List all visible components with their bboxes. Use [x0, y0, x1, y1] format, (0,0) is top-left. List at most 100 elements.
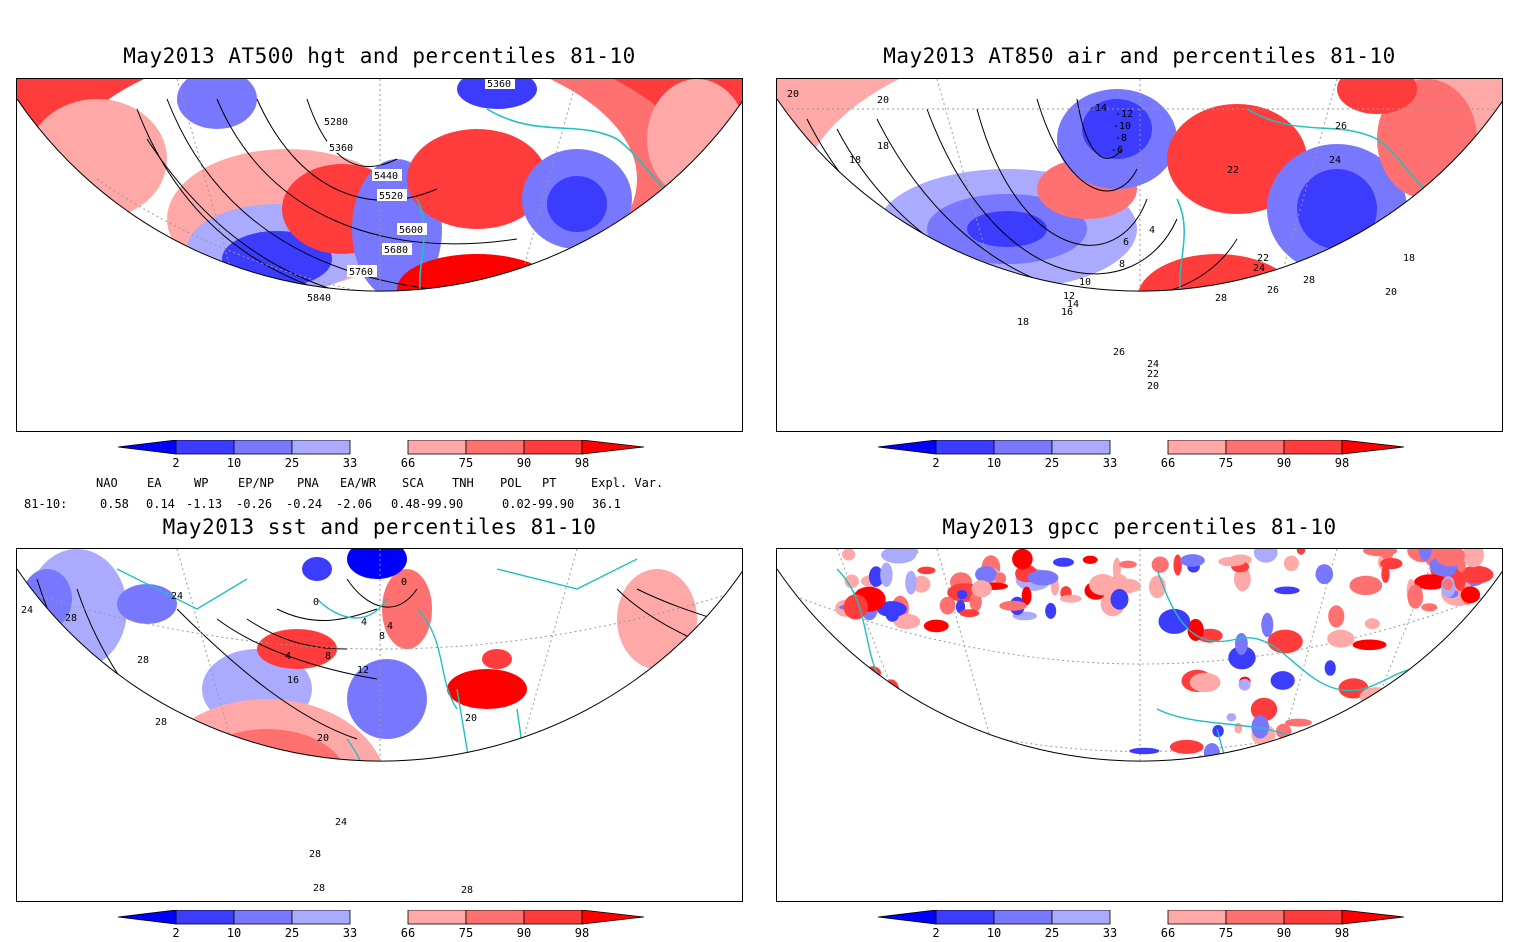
svg-text:22: 22 [1257, 253, 1269, 264]
colorbar-1-segment-2 [175, 439, 235, 455]
svg-text:-8: -8 [1115, 133, 1127, 144]
svg-text:18: 18 [877, 141, 889, 152]
colorbar-1-segment-4 [291, 439, 351, 455]
colorbar-2-label-7: 90 [1277, 456, 1291, 468]
svg-text:0: 0 [313, 597, 319, 608]
colorbar-2-label-8: 98 [1335, 456, 1349, 468]
svg-text:8: 8 [325, 651, 331, 662]
panel-title-p4: May2013 gpcc percentiles 81-10 [942, 515, 1337, 539]
colorbar-4-label-3: 25 [1045, 926, 1059, 938]
svg-text:18: 18 [1017, 317, 1029, 328]
colorbar-4-label-8: 98 [1335, 926, 1349, 938]
svg-text:16: 16 [1061, 307, 1073, 318]
index-value-pol: 0.02-99.90 [502, 497, 575, 511]
svg-text:26: 26 [1113, 347, 1125, 358]
svg-text:-10: -10 [1113, 121, 1131, 132]
colorbar-4-label-4: 33 [1103, 926, 1117, 938]
svg-text:4: 4 [285, 651, 291, 662]
index-name-pol: POL [500, 476, 522, 490]
colorbar-3-label-2: 10 [227, 926, 241, 938]
svg-text:12: 12 [1063, 291, 1075, 302]
svg-text:20: 20 [317, 733, 329, 744]
colorbar-3-segment-8 [581, 909, 645, 925]
svg-text:24: 24 [335, 817, 347, 828]
colorbar-1-label-1: 2 [172, 456, 179, 468]
colorbar-1-label-7: 90 [517, 456, 531, 468]
colorbar-1-label-6: 75 [459, 456, 473, 468]
svg-text:16: 16 [287, 675, 299, 686]
colorbar-4-label-7: 90 [1277, 926, 1291, 938]
svg-text:5440: 5440 [374, 171, 398, 182]
svg-text:10: 10 [1079, 277, 1091, 288]
svg-text:12: 12 [357, 665, 369, 676]
colorbar-2-label-4: 33 [1103, 456, 1117, 468]
colorbar-4-segment-1 [877, 909, 937, 925]
colorbar-3-label-6: 75 [459, 926, 473, 938]
svg-text:28: 28 [155, 717, 167, 728]
colorbar-4: 2 10 25 33 66 75 90 98 [877, 909, 1405, 940]
colorbar-3-segment-7 [523, 909, 583, 925]
colorbar-4-segment-2 [935, 909, 995, 925]
index-value-pna: -0.24 [286, 497, 323, 511]
colorbar-3-segment-4 [291, 909, 351, 925]
colorbar-3-segment-6 [465, 909, 525, 925]
svg-text:5520: 5520 [379, 191, 403, 202]
colorbar-3-segment-3 [233, 909, 293, 925]
panel-title-p1: May2013 AT500 hgt and percentiles 81-10 [123, 44, 636, 68]
svg-text:18: 18 [1403, 253, 1415, 264]
index-name-pt: PT [542, 476, 557, 490]
colorbar-4-segment-6 [1225, 909, 1285, 925]
colorbar-1-segment-6 [465, 439, 525, 455]
index-name-epnp: EP/NP [238, 476, 275, 490]
contour-labels-p3: 24 24 28 28 28 0 0 4 4 4 8 8 12 16 20 20… [21, 577, 477, 896]
svg-text:20: 20 [1385, 287, 1397, 298]
colorbar-1-segment-3 [233, 439, 293, 455]
colorbar-4-segment-5 [1167, 909, 1227, 925]
svg-text:20: 20 [877, 95, 889, 106]
colorbar-2-segment-2 [935, 439, 995, 455]
colorbar-1-label-5: 66 [401, 456, 415, 468]
index-value-sca: 0.48-99.90 [391, 497, 464, 511]
svg-text:24: 24 [1147, 359, 1159, 370]
index-value-eawr: -2.06 [336, 497, 373, 511]
colorbar-1-segment-7 [523, 439, 583, 455]
svg-text:20: 20 [1147, 381, 1159, 392]
colorbar-4-segment-3 [993, 909, 1053, 925]
svg-text:-6: -6 [1111, 145, 1123, 156]
panel-title-p2: May2013 AT850 air and percentiles 81-10 [883, 44, 1396, 68]
svg-text:28: 28 [1303, 275, 1315, 286]
index-name-pna: PNA [297, 476, 319, 490]
colorbar-2-label-1: 2 [932, 456, 939, 468]
colorbar-2-segment-8 [1341, 439, 1405, 455]
index-value-nao: 0.58 [100, 497, 129, 511]
svg-text:24: 24 [171, 591, 183, 602]
colorbar-1-label-8: 98 [575, 456, 589, 468]
svg-text:5360: 5360 [487, 79, 511, 90]
colorbar-4-label-2: 10 [987, 926, 1001, 938]
svg-text:18: 18 [849, 155, 861, 166]
map-panel-hgt500: 5280 5360 5440 5520 5600 5680 5760 5840 … [16, 78, 743, 432]
svg-text:-14: -14 [1089, 103, 1107, 114]
colorbar-3-label-3: 25 [285, 926, 299, 938]
colorbar-4-label-1: 2 [932, 926, 939, 938]
colorbar-1-label-3: 25 [285, 456, 299, 468]
colorbar-4-label-5: 66 [1161, 926, 1175, 938]
svg-text:28: 28 [461, 885, 473, 896]
colorbar-3-label-4: 33 [343, 926, 357, 938]
svg-text:4: 4 [1149, 225, 1155, 236]
colorbar-3-label-8: 98 [575, 926, 589, 938]
svg-text:5360: 5360 [329, 143, 353, 154]
colorbar-3: 2 10 25 33 66 75 90 98 [117, 909, 645, 940]
colorbar-2-label-6: 75 [1219, 456, 1233, 468]
svg-text:5280: 5280 [324, 117, 348, 128]
colorbar-2-segment-6 [1225, 439, 1285, 455]
colorbar-2-segment-3 [993, 439, 1053, 455]
colorbar-1-segment-1 [117, 439, 177, 455]
colorbar-2: 2 10 25 33 66 75 90 98 [877, 439, 1405, 470]
colorbar-1-segment-5 [407, 439, 467, 455]
svg-text:20: 20 [465, 713, 477, 724]
index-name-wp: WP [194, 476, 209, 490]
index-value-ea: 0.14 [146, 497, 175, 511]
svg-text:5760: 5760 [349, 267, 373, 278]
svg-text:4: 4 [387, 621, 393, 632]
